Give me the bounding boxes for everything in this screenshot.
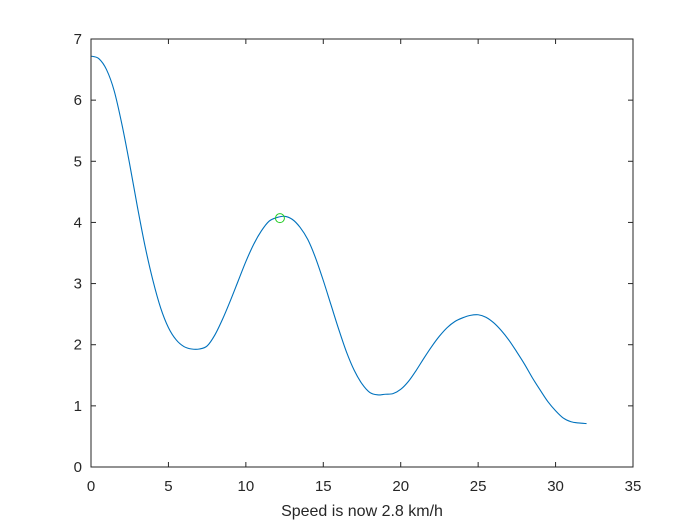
y-tick-label: 6 (74, 92, 82, 109)
axes-background (91, 39, 633, 467)
x-tick-label: 25 (470, 478, 487, 495)
position-marker (274, 213, 285, 224)
x-tick-label: 20 (392, 478, 409, 495)
x-tick-label: 30 (547, 478, 564, 495)
x-tick-label: 0 (87, 478, 95, 495)
series-layer (90, 55, 587, 425)
tick-labels: 0 5 10 15 20 25 30 35 0 1 2 3 4 5 6 7 (74, 31, 642, 495)
y-tick-label: 1 (74, 398, 82, 415)
y-tick-label: 4 (74, 214, 82, 231)
x-tick-label: 35 (625, 478, 642, 495)
axes-box (90, 38, 634, 468)
x-tick-label: 15 (315, 478, 332, 495)
y-tick-label: 2 (74, 337, 82, 354)
x-axis-label: Speed is now 2.8 km/h (281, 503, 443, 520)
y-tick-label: 7 (74, 31, 82, 48)
x-tick-label: 10 (238, 478, 255, 495)
marker-layer (274, 213, 285, 224)
y-tick-label: 3 (74, 276, 82, 293)
y-tick-label: 5 (74, 153, 82, 170)
series-line (90, 55, 587, 425)
y-tick-label: 0 (74, 459, 82, 476)
x-tick-label: 5 (164, 478, 172, 495)
